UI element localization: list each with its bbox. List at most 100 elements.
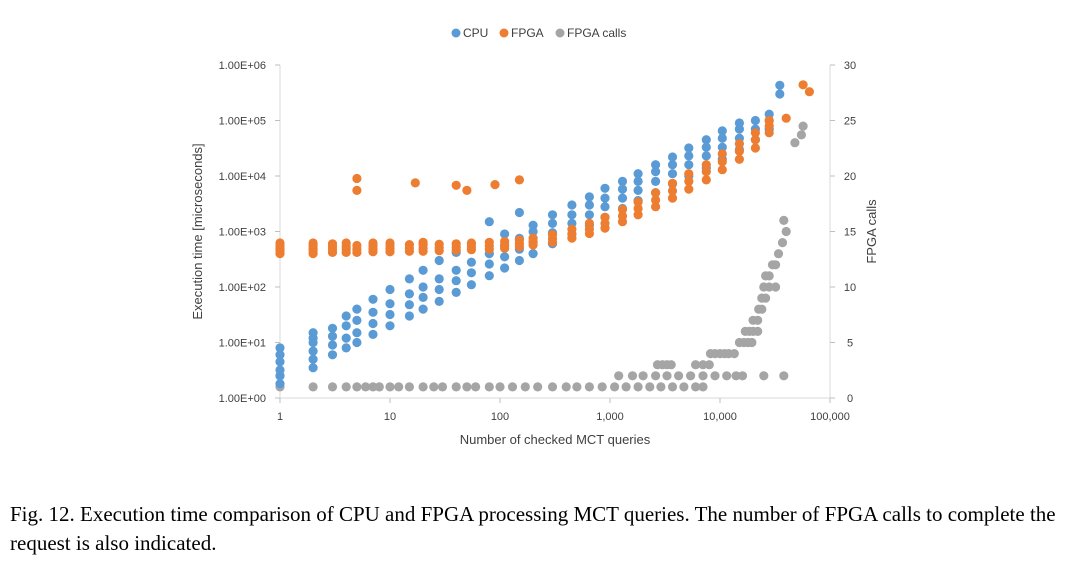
data-point — [757, 304, 767, 314]
data-point — [451, 265, 461, 275]
data-point — [764, 115, 774, 126]
data-point — [385, 299, 395, 309]
data-point — [466, 268, 476, 278]
data-point — [341, 321, 351, 331]
data-point — [567, 224, 577, 234]
data-point — [753, 315, 763, 325]
axes: 1 10 100 1,000 10,000 100,0001.00E+001.00E+01… — [219, 60, 857, 423]
data-point — [717, 133, 727, 143]
legend-item: FPGA — [499, 26, 544, 40]
data-point — [764, 271, 774, 281]
data-point — [667, 186, 678, 196]
data-point — [451, 382, 461, 392]
data-point — [434, 296, 444, 306]
data-point — [361, 382, 371, 392]
data-point — [584, 218, 595, 228]
data-point — [684, 169, 694, 179]
y2-tick-label: 20 — [844, 171, 856, 183]
data-point — [734, 139, 745, 149]
x-tick-label: 100 — [491, 411, 509, 423]
series-fpga-calls — [275, 121, 808, 392]
data-point — [404, 289, 414, 299]
y-tick-label: 1.00E+01 — [219, 338, 266, 350]
y-tick-label: 1.00E+05 — [219, 116, 266, 128]
data-point — [368, 294, 378, 304]
data-point — [656, 382, 666, 392]
data-point — [771, 282, 781, 292]
data-point — [750, 115, 761, 126]
data-point — [633, 197, 643, 207]
data-point — [451, 276, 461, 286]
data-point — [717, 149, 727, 159]
data-point — [617, 193, 628, 203]
data-point — [528, 233, 538, 243]
data-point — [528, 226, 538, 237]
data-point — [617, 211, 628, 221]
data-point — [341, 382, 351, 392]
data-point — [418, 282, 428, 292]
data-point — [484, 271, 494, 281]
data-point — [451, 239, 461, 249]
data-point — [352, 382, 362, 392]
data-point — [698, 360, 708, 370]
data-point — [584, 192, 595, 202]
data-point — [500, 229, 510, 239]
data-point — [781, 226, 791, 237]
data-point — [584, 210, 595, 220]
data-point — [275, 238, 285, 248]
data-point — [614, 371, 624, 381]
data-point — [451, 287, 461, 297]
data-point — [750, 135, 761, 145]
data-point — [600, 202, 610, 212]
data-point — [667, 382, 678, 392]
data-point — [666, 360, 676, 370]
data-point — [750, 128, 761, 138]
data-point — [667, 169, 678, 179]
data-point — [327, 340, 338, 350]
data-point — [734, 118, 745, 128]
y-axis-title: Execution time [microseconds] — [190, 143, 205, 319]
data-point — [698, 371, 708, 381]
data-point — [368, 329, 378, 339]
y2-tick-label: 5 — [847, 338, 853, 350]
data-point — [761, 293, 771, 303]
data-point — [633, 185, 643, 195]
data-point — [731, 371, 741, 381]
legend-marker — [451, 28, 461, 38]
data-point — [275, 350, 285, 360]
data-point — [418, 292, 428, 302]
data-point — [462, 382, 472, 392]
data-point — [275, 343, 285, 353]
data-point — [617, 176, 628, 186]
data-point — [484, 237, 494, 247]
x-tick-label: 100,000 — [810, 411, 850, 423]
data-point — [500, 236, 510, 247]
x-tick-label: 10 — [384, 411, 396, 423]
data-point — [600, 193, 610, 203]
data-point — [341, 343, 351, 353]
data-point — [737, 371, 748, 381]
data-point — [617, 184, 628, 194]
data-point — [466, 257, 476, 267]
y2-tick-label: 30 — [844, 60, 856, 72]
data-point — [691, 360, 701, 370]
data-point — [404, 382, 414, 392]
data-point — [633, 203, 643, 214]
data-point — [462, 185, 472, 195]
data-point — [418, 382, 428, 392]
data-point — [547, 210, 558, 220]
data-point — [701, 175, 711, 185]
legend-item: CPU — [451, 26, 488, 40]
data-point — [684, 160, 694, 170]
data-point — [495, 382, 505, 392]
data-point — [434, 284, 444, 295]
data-point — [781, 113, 791, 123]
data-point — [404, 240, 414, 250]
y2-tick-label: 25 — [844, 116, 856, 128]
data-point — [308, 328, 318, 338]
data-point — [451, 180, 461, 190]
series-fpga — [275, 80, 815, 259]
data-point — [764, 109, 774, 119]
data-point — [341, 333, 351, 343]
